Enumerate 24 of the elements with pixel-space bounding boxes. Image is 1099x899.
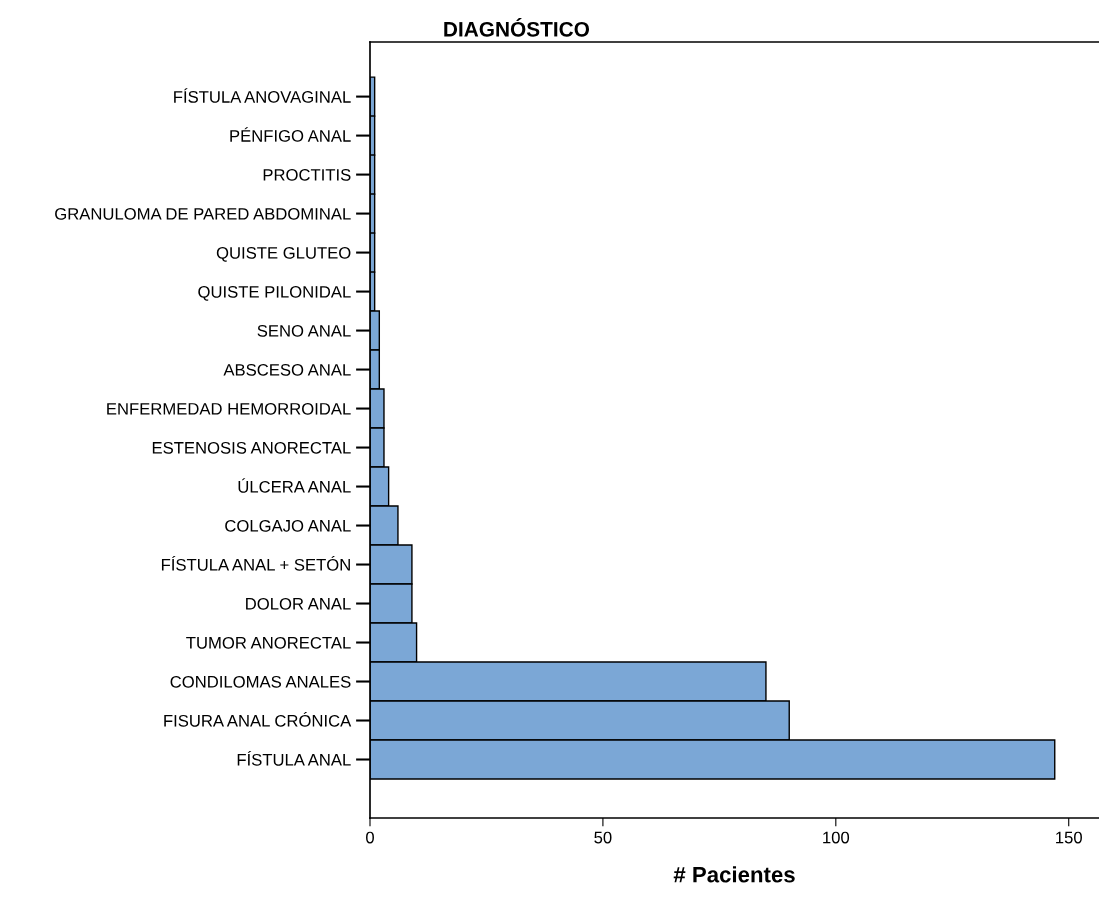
y-tick-label: TUMOR ANORECTAL bbox=[186, 636, 351, 649]
y-tick-label: ABSCESO ANAL bbox=[223, 363, 351, 376]
chart-title: DIAGNÓSTICO bbox=[444, 17, 590, 37]
y-tick-label: PÉNFIGO ANAL bbox=[230, 127, 351, 142]
x-axis-title: # Pacientes bbox=[673, 866, 795, 883]
y-tick-label: QUISTE PILONIDAL bbox=[198, 285, 351, 301]
y-tick-label: DOLOR ANAL bbox=[246, 597, 351, 610]
y-tick-label: CONDILOMAS ANALES bbox=[170, 675, 351, 688]
y-tick-label: QUISTE GLUTEO bbox=[216, 246, 351, 262]
y-tick-label: GRANULOMA DE PARED ABDOMINAL bbox=[55, 207, 351, 220]
y-tick-label: ENFERMEDAD HEMORROIDAL bbox=[107, 402, 351, 415]
y-tick-label: COLGAJO ANAL bbox=[225, 519, 351, 532]
y-tick-label: SENO ANAL bbox=[257, 324, 351, 337]
x-tick-label: 0 bbox=[366, 831, 374, 844]
y-tick-label: FÍSTULA ANOVAGINAL bbox=[174, 88, 351, 103]
y-tick-label: FÍSTULA ANAL + SETÓN bbox=[161, 556, 350, 571]
y-tick-label: FÍSTULA ANAL bbox=[237, 751, 351, 766]
y-tick-label: ESTENOSIS ANORECTAL bbox=[152, 441, 351, 454]
y-tick-label: PROCTITIS bbox=[263, 168, 351, 181]
x-tick-label: 50 bbox=[594, 831, 612, 844]
x-tick-label: 150 bbox=[1056, 831, 1082, 844]
x-tick-label: 100 bbox=[823, 831, 850, 844]
y-tick-label: ÚLCERA ANAL bbox=[238, 478, 351, 493]
y-tick-label: FISURA ANAL CRÓNICA bbox=[164, 712, 352, 727]
